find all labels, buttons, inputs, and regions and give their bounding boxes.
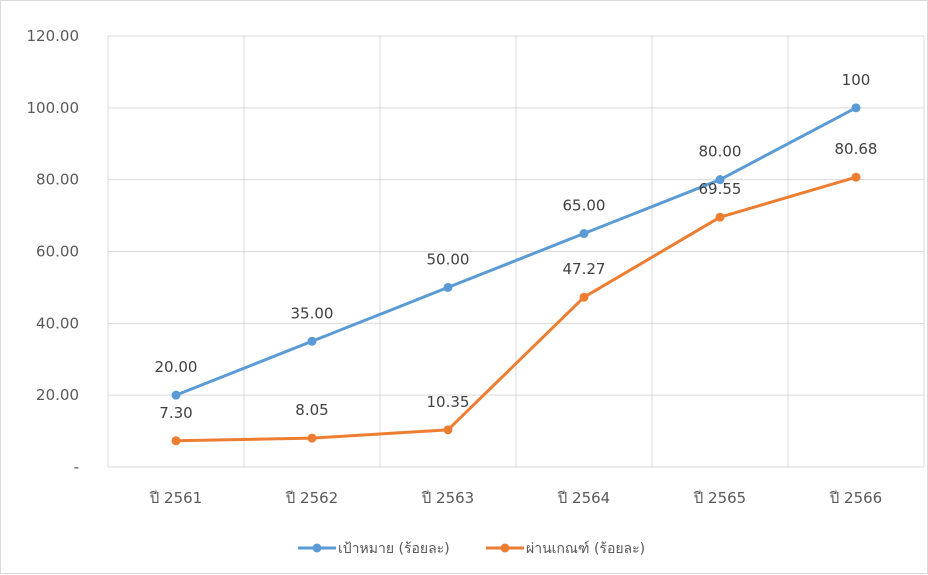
x-tick-label: ปี 2563 xyxy=(421,489,474,507)
data-point-1 xyxy=(715,175,725,185)
data-label-1: 65.00 xyxy=(563,197,606,215)
data-point-2 xyxy=(307,433,317,443)
data-point-2 xyxy=(579,292,589,302)
data-label-2: 69.55 xyxy=(699,180,742,198)
series-line-1 xyxy=(174,106,858,397)
data-point-2 xyxy=(171,436,181,446)
y-tick-label: 80.00 xyxy=(36,171,79,189)
data-label-1: 50.00 xyxy=(427,250,470,268)
data-label-2: 80.68 xyxy=(835,140,878,158)
y-tick-label: 20.00 xyxy=(36,386,79,404)
data-point-1 xyxy=(443,282,453,292)
x-tick-label: ปี 2562 xyxy=(285,489,338,507)
legend-marker-2 xyxy=(500,543,510,553)
x-tick-label: ปี 2564 xyxy=(557,489,610,507)
data-label-2: 8.05 xyxy=(295,401,328,419)
y-tick-label: 100.00 xyxy=(27,99,80,117)
legend-label-2: ผ่านเกณฑ์ (ร้อยละ) xyxy=(526,540,645,557)
data-point-2 xyxy=(443,425,453,435)
y-tick-label: 40.00 xyxy=(36,314,79,332)
data-point-1 xyxy=(171,390,181,400)
series-line-2 xyxy=(174,175,858,443)
data-label-2: 7.30 xyxy=(159,404,192,422)
y-tick-label: 60.00 xyxy=(36,243,79,261)
x-tick-label: ปี 2561 xyxy=(149,489,202,507)
data-label-1: 20.00 xyxy=(155,358,198,376)
y-tick-label: 120.00 xyxy=(27,27,80,45)
data-label-1: 100 xyxy=(842,71,871,89)
data-label-2: 10.35 xyxy=(427,393,470,411)
x-tick-label: ปี 2566 xyxy=(829,489,882,507)
data-label-1: 80.00 xyxy=(699,143,742,161)
data-label-1: 35.00 xyxy=(291,304,334,322)
x-tick-label: ปี 2565 xyxy=(693,489,746,507)
legend-label-1: เป้าหมาย (ร้อยละ) xyxy=(338,541,450,557)
axis-layer: - 20.00 40.00 60.00 80.00 100.00 120.00 ปี 2561… xyxy=(27,27,883,507)
data-point-1 xyxy=(579,229,589,239)
data-point-1 xyxy=(851,103,861,113)
data-point-1 xyxy=(307,336,317,346)
data-label-2: 47.27 xyxy=(563,260,606,278)
legend: เป้าหมาย (ร้อยละ) ผ่านเกณฑ์ (ร้อยละ) xyxy=(298,540,645,557)
data-label-layer: 20.00 35.00 50.00 65.00 80.00 100 7.30 8.05 10.3… xyxy=(155,71,878,422)
data-point-2 xyxy=(715,212,725,222)
y-tick-label: - xyxy=(74,458,79,476)
legend-marker-1 xyxy=(312,543,322,553)
data-point-2 xyxy=(851,172,861,182)
grid-layer xyxy=(107,35,925,468)
series-layer xyxy=(171,103,861,446)
